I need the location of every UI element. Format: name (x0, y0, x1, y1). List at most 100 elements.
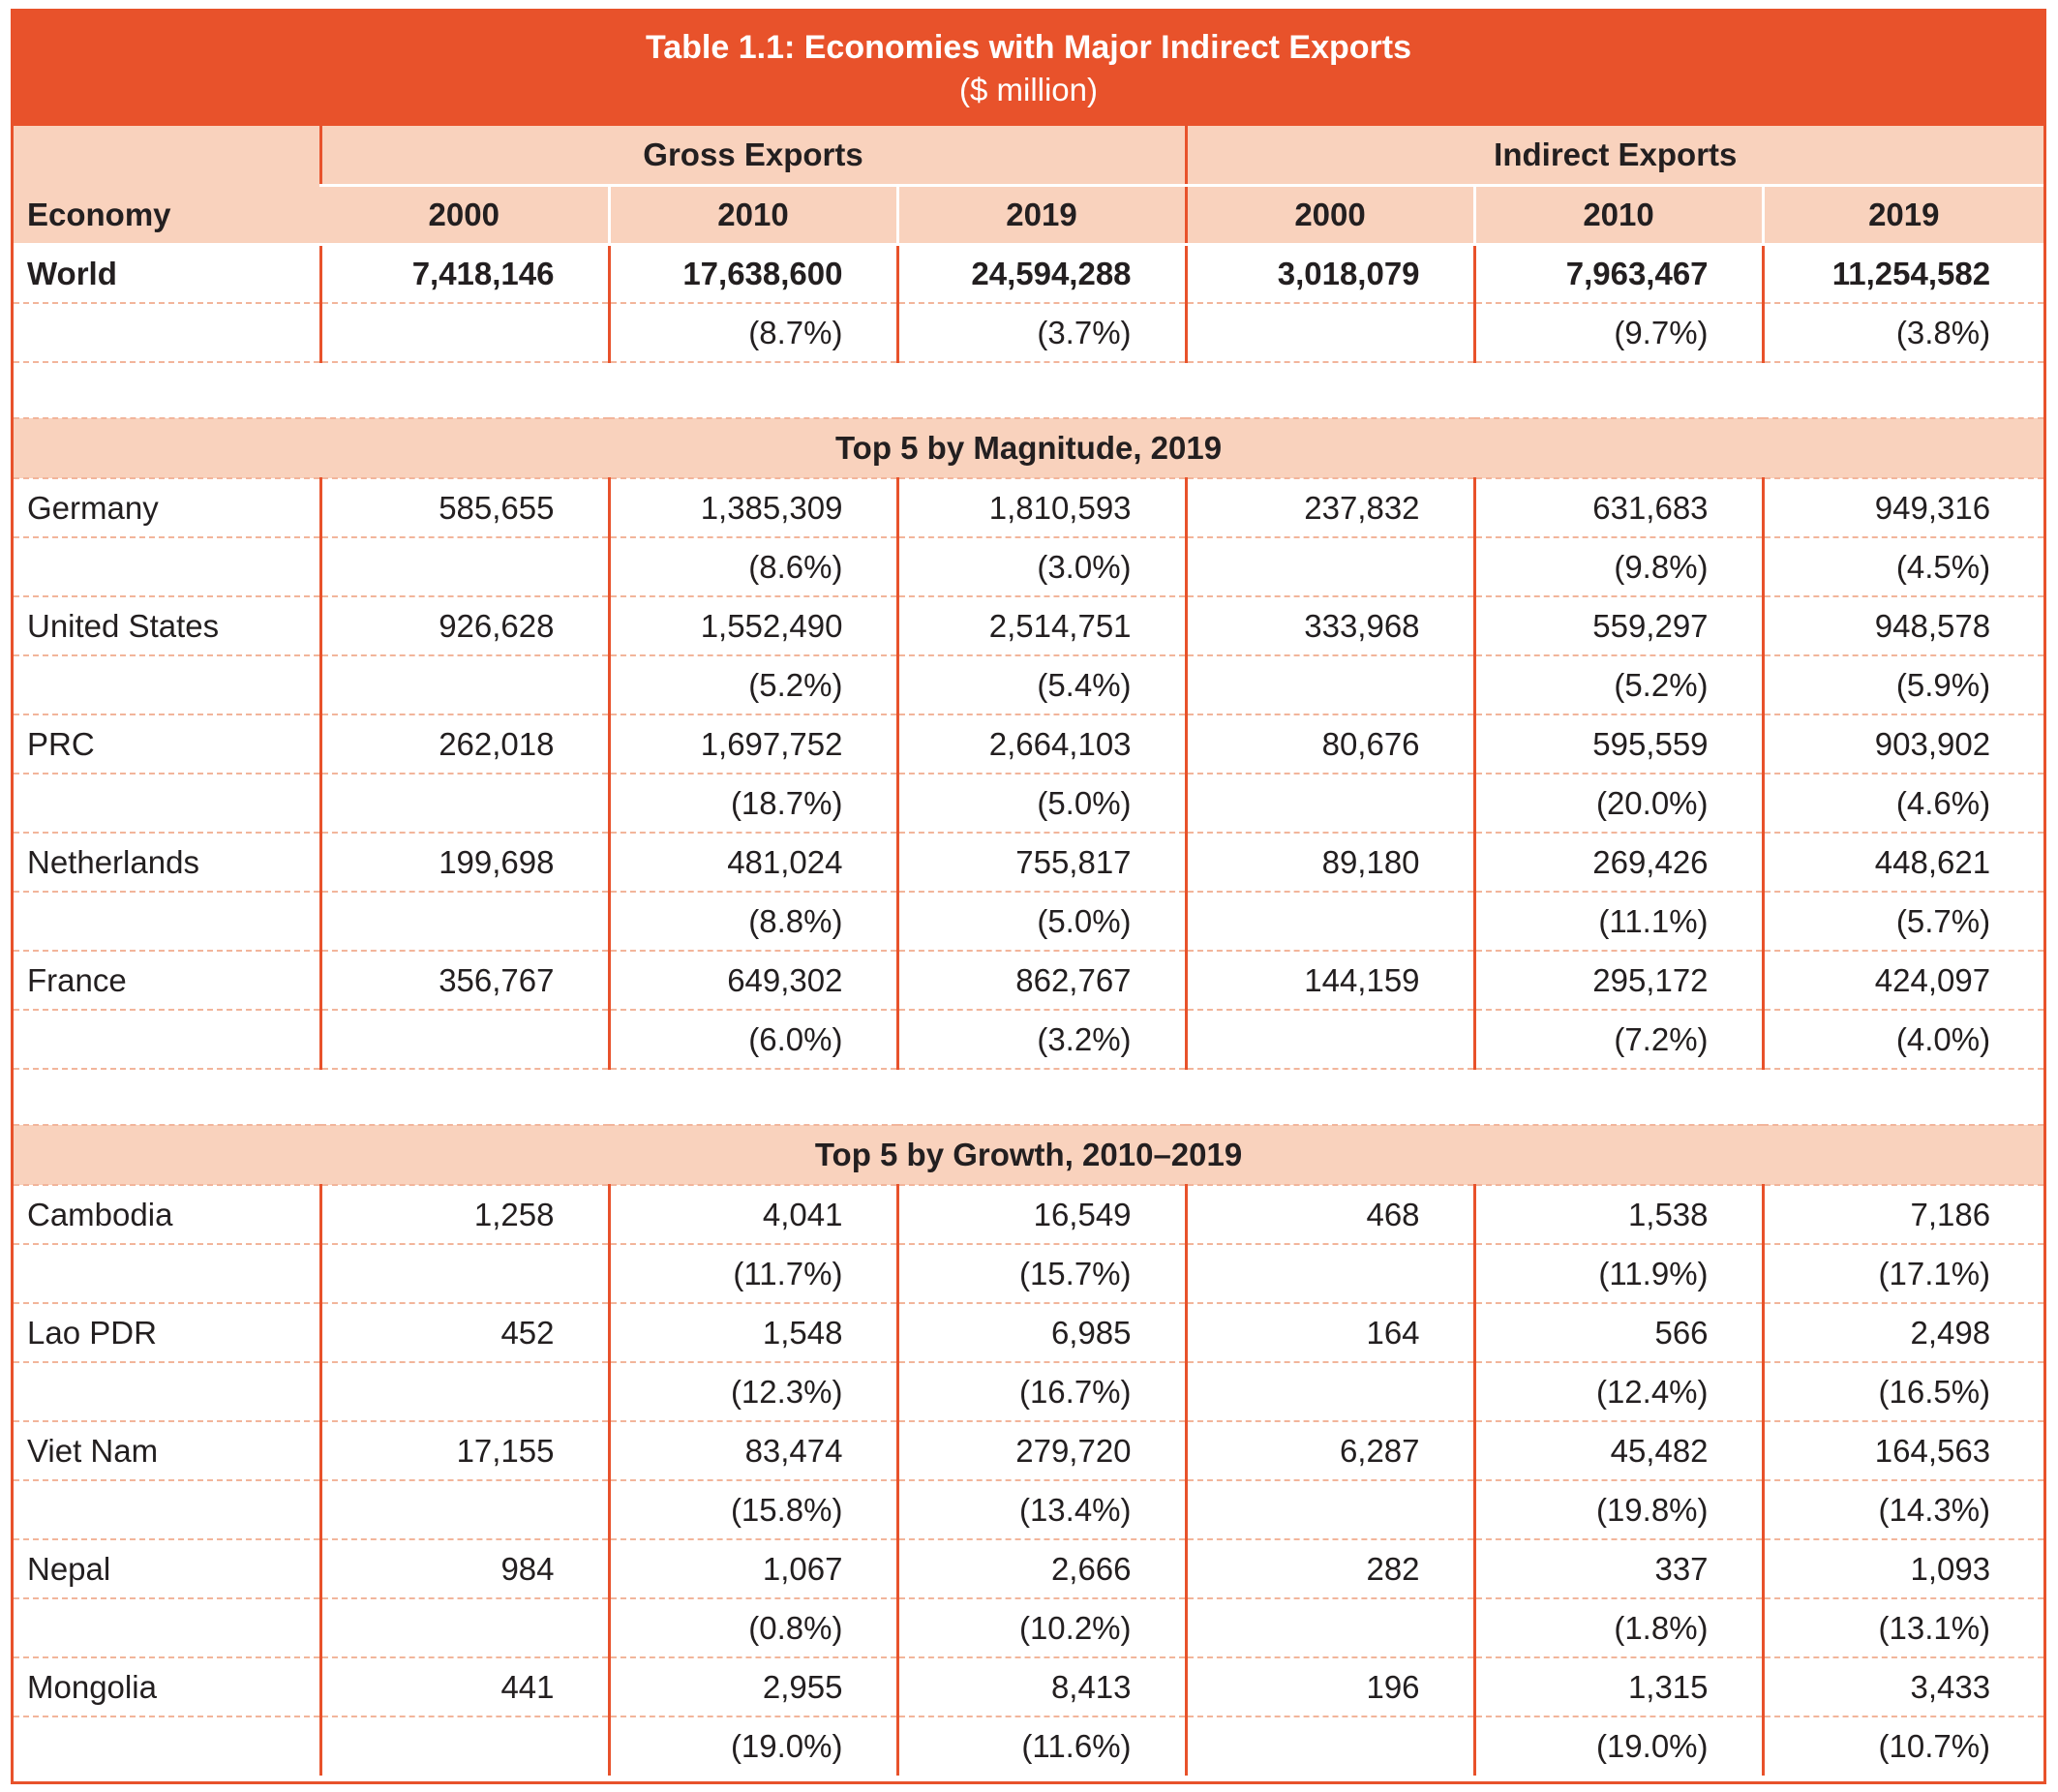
value-cell: 17,155 (318, 1421, 609, 1481)
growth-cell: (3.0%) (895, 537, 1187, 597)
value-cell: 424,097 (1761, 951, 2044, 1011)
economy-name-blank (14, 1480, 320, 1540)
value-cell: 24,594,288 (895, 244, 1187, 304)
table-row: Lao PDR 452 1,548 6,985 164 566 2,498 (14, 1303, 2044, 1363)
value-cell: 16,549 (895, 1185, 1187, 1245)
value-cell: 144,159 (1184, 951, 1475, 1011)
table-frame: Table 1.1: Economies with Major Indirect… (11, 9, 2046, 1784)
table-title: Table 1.1: Economies with Major Indirect… (646, 29, 1411, 66)
value-cell: 1,548 (607, 1303, 897, 1363)
header-year: 2010 (1472, 185, 1764, 246)
economy-name-blank (14, 537, 320, 597)
growth-cell: (19.0%) (1472, 1716, 1764, 1776)
growth-cell: (5.2%) (1472, 655, 1764, 715)
growth-cell: (5.2%) (607, 655, 897, 715)
value-cell: 1,385,309 (607, 478, 897, 538)
growth-cell: (8.7%) (607, 303, 897, 363)
value-cell: 1,538 (1472, 1185, 1764, 1245)
value-cell: 269,426 (1472, 833, 1764, 893)
growth-cell (318, 1244, 609, 1304)
growth-cell: (11.6%) (895, 1716, 1187, 1776)
table-row: Netherlands 199,698 481,024 755,817 89,180 26… (14, 833, 2044, 893)
growth-cell: (13.1%) (1761, 1598, 2044, 1658)
value-cell: 333,968 (1184, 596, 1475, 656)
growth-cell (318, 655, 609, 715)
economy-name: Netherlands (14, 833, 320, 893)
spacer-row (14, 362, 2044, 419)
growth-cell (1184, 303, 1475, 363)
value-cell: 448,621 (1761, 833, 2044, 893)
growth-cell: (10.7%) (1761, 1716, 2044, 1776)
growth-cell (1184, 892, 1475, 952)
header-year: 2010 (607, 185, 897, 246)
value-cell: 196 (1184, 1657, 1475, 1717)
header-year: 2000 (320, 185, 609, 246)
value-cell: 1,093 (1761, 1539, 2044, 1599)
growth-cell: (15.7%) (895, 1244, 1187, 1304)
value-cell: 295,172 (1472, 951, 1764, 1011)
value-cell: 595,559 (1472, 714, 1764, 775)
growth-row: (12.3%) (16.7%) (12.4%) (16.5%) (14, 1362, 2044, 1422)
growth-cell: (19.8%) (1472, 1480, 1764, 1540)
growth-cell: (6.0%) (607, 1010, 897, 1070)
growth-row: (0.8%) (10.2%) (1.8%) (13.1%) (14, 1598, 2044, 1658)
value-cell: 1,067 (607, 1539, 897, 1599)
growth-cell (1184, 1716, 1475, 1776)
spacer-cell (14, 1069, 2044, 1126)
growth-cell: (5.0%) (895, 892, 1187, 952)
value-cell: 2,664,103 (895, 714, 1187, 775)
growth-row: (18.7%) (5.0%) (20.0%) (4.6%) (14, 774, 2044, 834)
exports-table: Economy Gross Exports Indirect Exports 2… (14, 126, 2044, 1776)
economy-name-blank (14, 892, 320, 952)
growth-row: (11.7%) (15.7%) (11.9%) (17.1%) (14, 1244, 2044, 1304)
growth-cell: (4.6%) (1761, 774, 2044, 834)
section-title: Top 5 by Growth, 2010–2019 (14, 1125, 2044, 1186)
value-cell: 80,676 (1184, 714, 1475, 775)
value-cell: 2,514,751 (895, 596, 1187, 656)
growth-cell: (11.7%) (607, 1244, 897, 1304)
value-cell: 631,683 (1472, 478, 1764, 538)
growth-cell: (9.8%) (1472, 537, 1764, 597)
value-cell: 4,041 (607, 1185, 897, 1245)
economy-name: World (14, 244, 320, 304)
economy-name: PRC (14, 714, 320, 775)
value-cell: 566 (1472, 1303, 1764, 1363)
economy-name: France (14, 951, 320, 1011)
value-cell: 7,186 (1761, 1185, 2044, 1245)
growth-cell: (8.8%) (607, 892, 897, 952)
growth-cell: (13.4%) (895, 1480, 1187, 1540)
growth-cell: (15.8%) (607, 1480, 897, 1540)
value-cell: 282 (1184, 1539, 1475, 1599)
economy-name-blank (14, 774, 320, 834)
value-cell: 8,413 (895, 1657, 1187, 1717)
value-cell: 452 (318, 1303, 609, 1363)
table-row: France 356,767 649,302 862,767 144,159 295,17… (14, 951, 2044, 1011)
value-cell: 903,902 (1761, 714, 2044, 775)
economy-name: Nepal (14, 1539, 320, 1599)
economy-name: Cambodia (14, 1185, 320, 1245)
value-cell: 3,018,079 (1184, 244, 1475, 304)
growth-cell: (17.1%) (1761, 1244, 2044, 1304)
economy-name: Germany (14, 478, 320, 538)
table-row: United States 926,628 1,552,490 2,514,751 33… (14, 596, 2044, 656)
value-cell: 481,024 (607, 833, 897, 893)
value-cell: 1,552,490 (607, 596, 897, 656)
growth-cell: (5.9%) (1761, 655, 2044, 715)
value-cell: 83,474 (607, 1421, 897, 1481)
growth-cell: (11.1%) (1472, 892, 1764, 952)
header-gross-exports: Gross Exports (318, 126, 1187, 187)
growth-cell: (9.7%) (1472, 303, 1764, 363)
growth-cell (1184, 1362, 1475, 1422)
economy-name-blank (14, 1362, 320, 1422)
growth-cell: (18.7%) (607, 774, 897, 834)
value-cell: 7,963,467 (1472, 244, 1764, 304)
growth-cell (1184, 537, 1475, 597)
growth-cell: (20.0%) (1472, 774, 1764, 834)
growth-cell: (4.0%) (1761, 1010, 2044, 1070)
growth-cell: (16.5%) (1761, 1362, 2044, 1422)
section-title: Top 5 by Magnitude, 2019 (14, 418, 2044, 479)
table-row: Viet Nam 17,155 83,474 279,720 6,287 45,482 16… (14, 1421, 2044, 1481)
value-cell: 237,832 (1184, 478, 1475, 538)
section-header-row: Top 5 by Magnitude, 2019 (14, 418, 2044, 479)
table-subtitle: ($ million) (958, 72, 1099, 107)
